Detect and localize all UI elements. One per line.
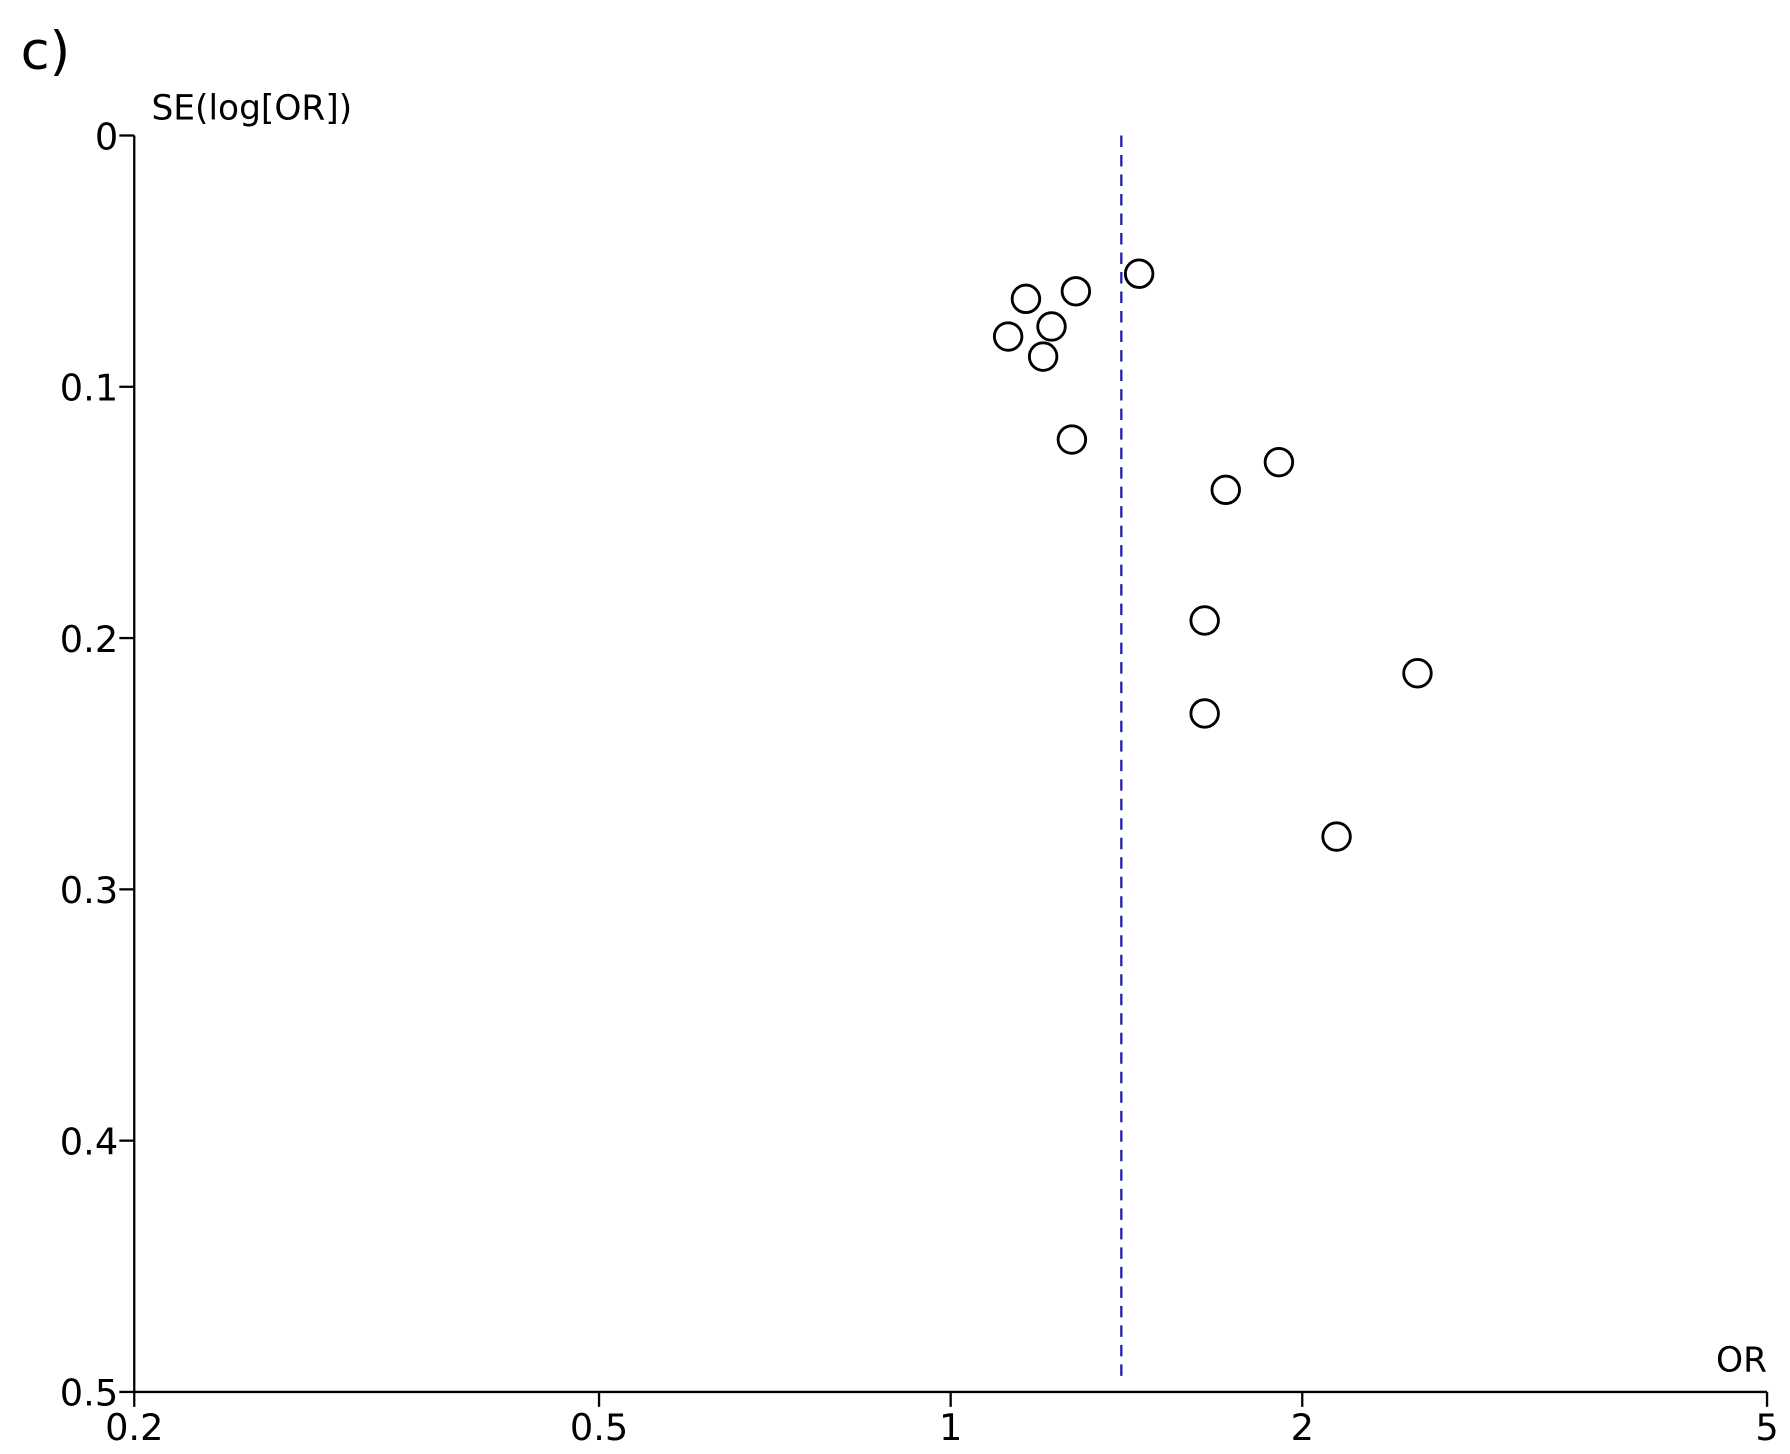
data-point <box>1010 283 1042 315</box>
data-point <box>1189 605 1220 636</box>
y-tick-label: 0.4 <box>60 1120 118 1163</box>
data-point <box>1027 341 1059 372</box>
y-tick-label: 0.1 <box>60 367 118 410</box>
data-point <box>1060 276 1092 307</box>
y-tick-label: 0 <box>95 115 118 158</box>
y-axis-label: SE(log[OR]) <box>151 88 352 128</box>
data-point <box>1210 474 1241 506</box>
x-axis-label: OR <box>1716 1340 1767 1380</box>
x-tick-label: 0.5 <box>570 1406 628 1449</box>
x-tick-label: 1 <box>939 1406 962 1449</box>
panel-label: c) <box>21 21 71 82</box>
y-tick-label: 0.3 <box>60 869 118 912</box>
data-point <box>1123 258 1155 289</box>
x-tick-label: 0.2 <box>105 1406 163 1449</box>
data-point <box>1321 821 1352 852</box>
data-point <box>1036 311 1067 342</box>
x-tick-label: 2 <box>1291 1406 1314 1449</box>
data-point <box>1263 446 1295 478</box>
data-point <box>1056 424 1088 455</box>
y-tick-label: 0.2 <box>60 618 118 661</box>
data-point <box>992 321 1024 352</box>
data-point <box>1189 698 1220 729</box>
y-tick-label: 0.5 <box>60 1372 118 1415</box>
data-point <box>1402 658 1433 689</box>
x-tick-label: 5 <box>1755 1406 1778 1449</box>
